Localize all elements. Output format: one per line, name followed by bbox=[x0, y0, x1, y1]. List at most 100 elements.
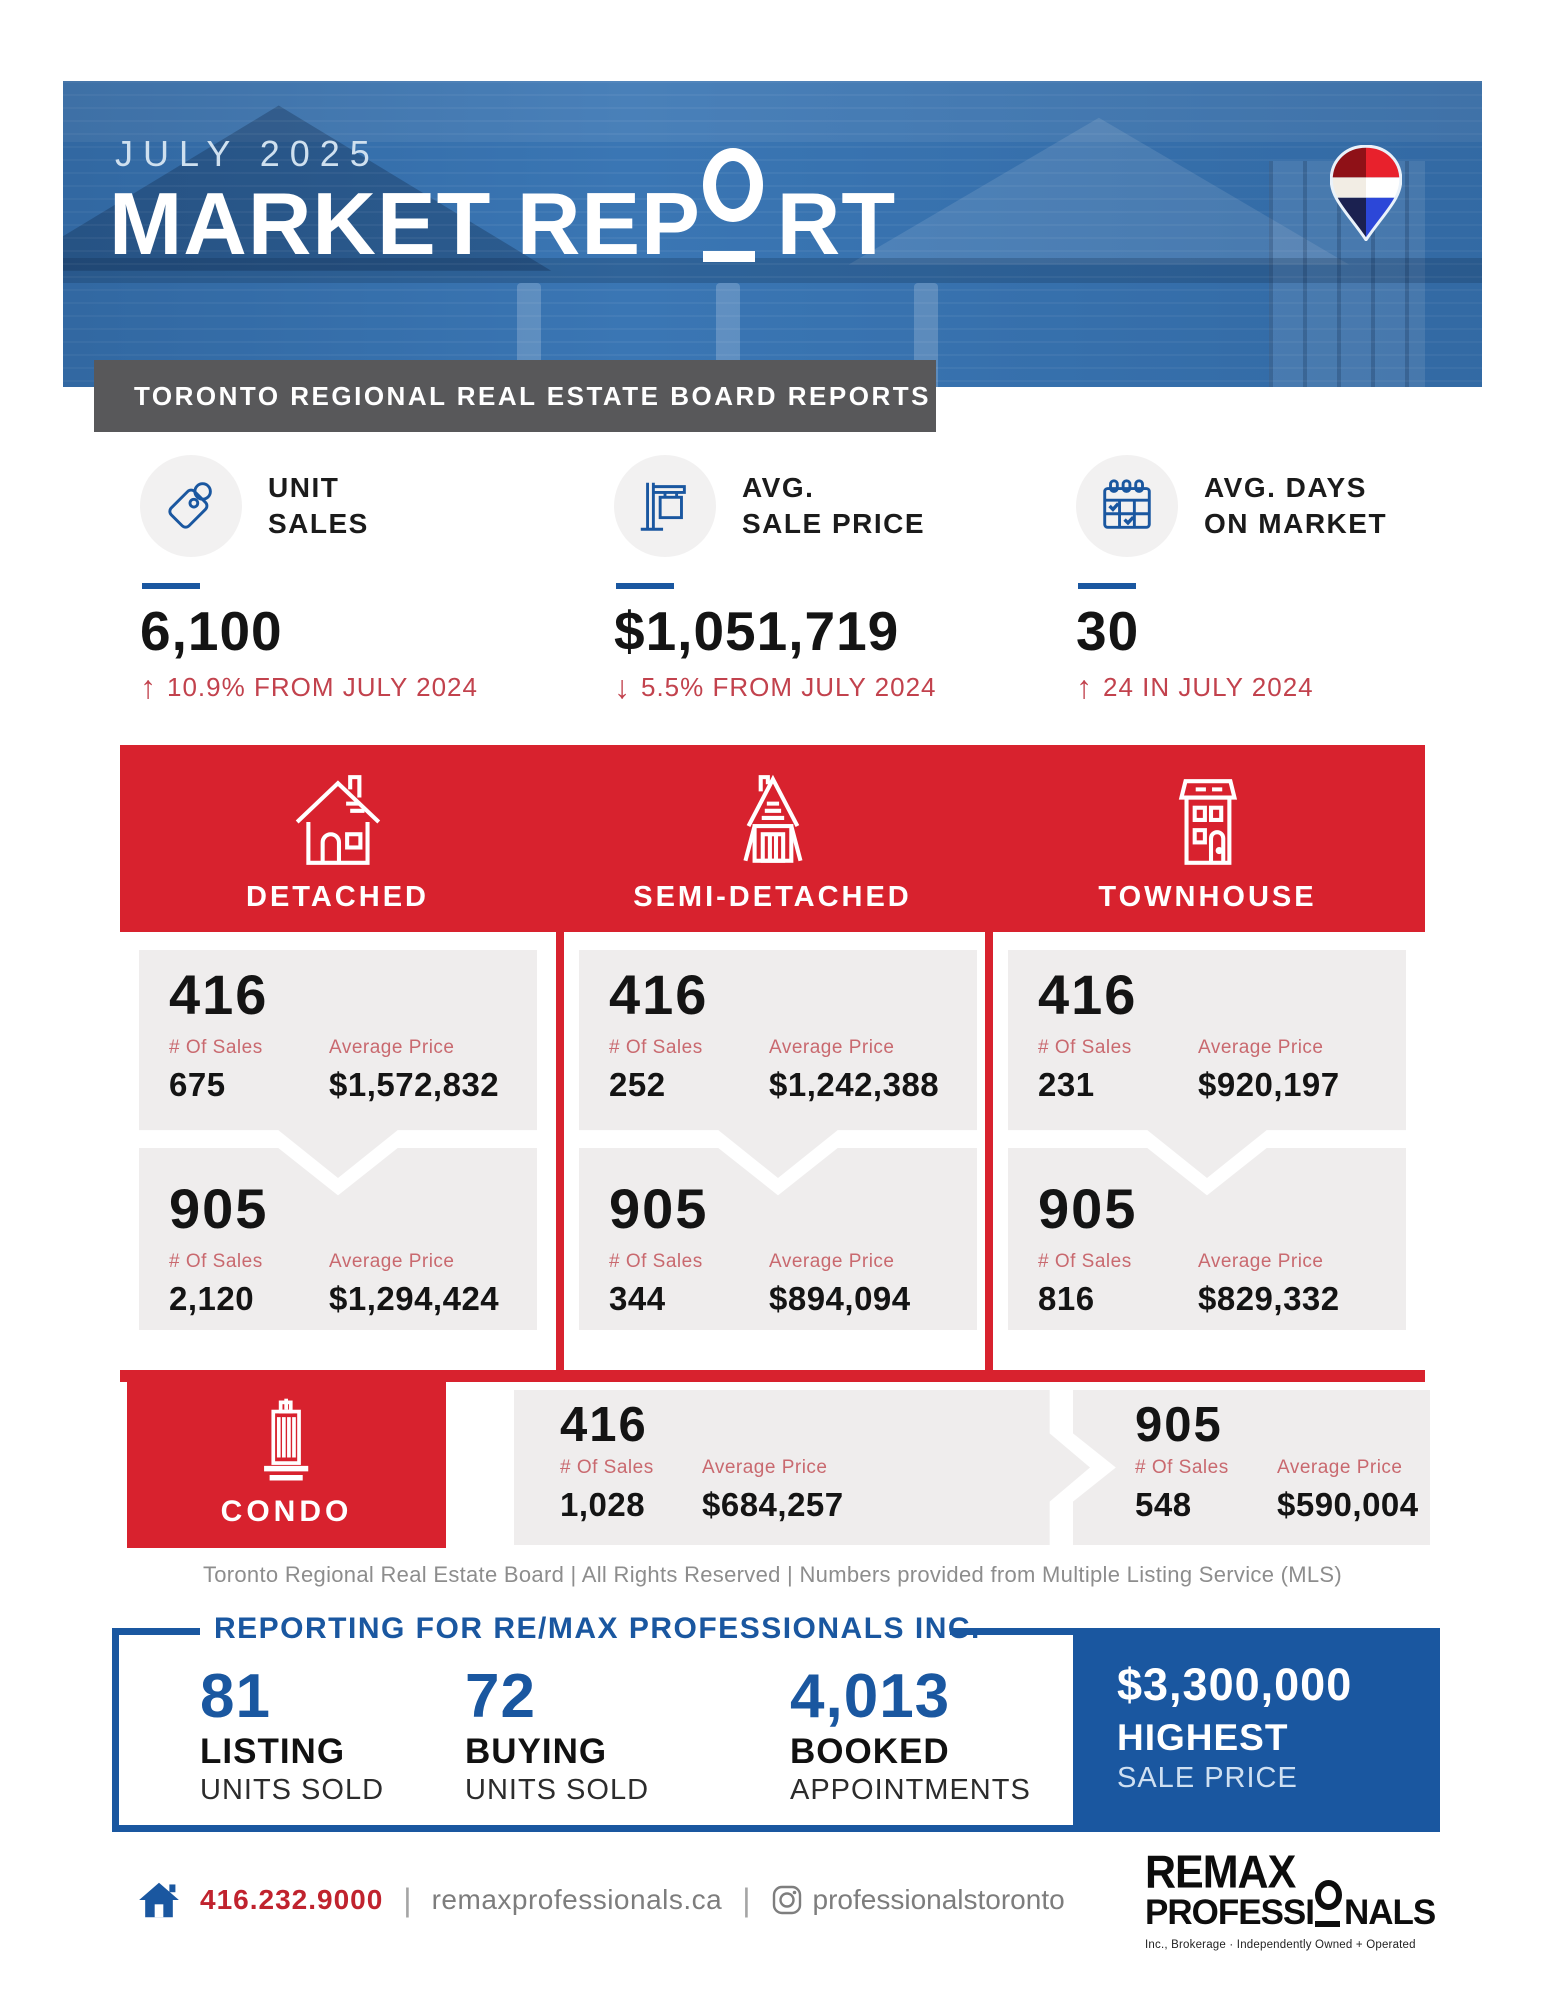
home-icon bbox=[139, 1882, 179, 1918]
sales-label: # Of Sales bbox=[169, 1250, 263, 1272]
sales-label: # Of Sales bbox=[609, 1250, 703, 1272]
instagram-handle: professionalstoronto bbox=[812, 1884, 1065, 1915]
price-tag-icon bbox=[168, 488, 209, 529]
page-title: MARKET REP RT bbox=[109, 148, 897, 275]
region-code: 905 bbox=[169, 1177, 269, 1240]
price-value: $894,094 bbox=[769, 1279, 911, 1317]
property-label: SEMI-DETACHED bbox=[633, 881, 912, 913]
up-arrow-icon: ↑ bbox=[140, 669, 157, 705]
kpi-accent-bar bbox=[142, 583, 200, 589]
sales-value: 1,028 bbox=[560, 1486, 646, 1524]
detached-house-icon bbox=[295, 775, 380, 865]
phone-link[interactable]: 416.232.9000 bbox=[200, 1884, 384, 1915]
region-box-905: 905 # Of Sales 2,120 Average Price $1,29… bbox=[139, 1148, 537, 1330]
stat-label: BOOKED bbox=[790, 1732, 950, 1771]
price-label: Average Price bbox=[1277, 1457, 1403, 1479]
kpi-change: ↑ 10.9% FROM JULY 2024 bbox=[140, 671, 570, 703]
kpi-icon-circle bbox=[614, 455, 716, 557]
brand-logo: REMAX PROFESSI NALS Inc., Brokerage · Ind… bbox=[1145, 1846, 1445, 1951]
highlight-value: $3,300,000 bbox=[1117, 1659, 1353, 1710]
remax-balloon-icon bbox=[1330, 145, 1402, 241]
sales-value: 344 bbox=[609, 1279, 666, 1317]
property-semi-detached: SEMI-DETACHED bbox=[555, 745, 990, 932]
kpi-label: AVG. SALE PRICE bbox=[742, 470, 925, 543]
column-divider bbox=[985, 932, 993, 1382]
kpi-icon-circle bbox=[140, 455, 242, 557]
footer-divider: | bbox=[403, 1881, 412, 1918]
stat-sublabel: UNITS SOLD bbox=[465, 1774, 650, 1806]
up-arrow-icon: ↑ bbox=[1076, 669, 1093, 705]
brand-line1: REMAX bbox=[1145, 1846, 1296, 1899]
disclaimer-text: Toronto Regional Real Estate Board | All… bbox=[202, 1562, 1343, 1587]
instagram-link[interactable]: professionalstoronto bbox=[771, 1884, 1065, 1916]
price-value: $684,257 bbox=[702, 1486, 844, 1524]
semi-detached-stats: 416 # Of Sales 252 Average Price $1,242,… bbox=[579, 932, 977, 1370]
region-code: 416 bbox=[609, 963, 709, 1026]
stat-buying: 72 BUYING UNITS SOLD bbox=[465, 1666, 649, 1807]
kpi-change: ↑ 24 IN JULY 2024 bbox=[1076, 671, 1506, 703]
region-box-905: 905 # Of Sales 816 Average Price $829,33… bbox=[1008, 1148, 1406, 1330]
townhouse-icon bbox=[1178, 779, 1237, 865]
region-box-416: 416 # Of Sales 675 Average Price $1,572,… bbox=[139, 950, 537, 1178]
reporting-frame: REPORTING FOR RE/MAX PROFESSIONALS INC. … bbox=[112, 1612, 1440, 1832]
price-label: Average Price bbox=[769, 1036, 895, 1058]
brand-line2: PROFESSI NALS bbox=[1145, 1879, 1445, 1933]
region-code: 905 bbox=[1038, 1177, 1138, 1240]
price-label: Average Price bbox=[702, 1457, 828, 1479]
stat-value: 72 bbox=[465, 1662, 536, 1731]
price-value: $829,332 bbox=[1198, 1279, 1340, 1317]
stat-booked: 4,013 BOOKED APPOINTMENTS bbox=[790, 1666, 1031, 1807]
stylized-o-icon bbox=[1314, 1879, 1344, 1927]
sales-label: # Of Sales bbox=[1038, 1250, 1132, 1272]
kpi-label: AVG. DAYS ON MARKET bbox=[1204, 470, 1387, 543]
kpi-label-line1: AVG. bbox=[742, 471, 815, 503]
kpi-change-text: 5.5% FROM JULY 2024 bbox=[641, 671, 937, 702]
board-banner: TORONTO REGIONAL REAL ESTATE BOARD REPOR… bbox=[94, 360, 936, 432]
page-title-pre: MARKET REP bbox=[109, 174, 701, 273]
region-code: 416 bbox=[560, 1398, 648, 1452]
stat-value: 4,013 bbox=[790, 1662, 951, 1731]
hero-art-shade bbox=[63, 81, 1482, 387]
price-value: $590,004 bbox=[1277, 1486, 1419, 1524]
kpi-value: 30 bbox=[1076, 600, 1140, 662]
stat-label: BUYING bbox=[465, 1732, 608, 1771]
stat-sublabel: APPOINTMENTS bbox=[790, 1774, 1031, 1806]
stat-value: 81 bbox=[200, 1662, 271, 1731]
region-code: 905 bbox=[609, 1177, 709, 1240]
price-value: $1,572,832 bbox=[329, 1065, 500, 1103]
semi-detached-house-icon bbox=[742, 774, 803, 863]
property-banner: DETACHED SEMI-DETACHED bbox=[120, 745, 1425, 932]
frame-border bbox=[112, 1628, 200, 1635]
price-label: Average Price bbox=[329, 1036, 455, 1058]
sale-sign-icon bbox=[640, 482, 686, 531]
brand-tagline: Inc., Brokerage · Independently Owned + … bbox=[1145, 1938, 1416, 1951]
highlight-sublabel: SALE PRICE bbox=[1117, 1762, 1298, 1794]
stylized-o-icon bbox=[701, 148, 777, 262]
hero-section: JULY 2025 MARKET REP RT bbox=[63, 81, 1482, 387]
kpi-avg-days-on-market: AVG. DAYS ON MARKET 30 ↑ 24 IN JULY 2024 bbox=[1076, 455, 1506, 703]
sales-label: # Of Sales bbox=[609, 1036, 703, 1058]
kpi-avg-sale-price: AVG. SALE PRICE $1,051,719 ↓ 5.5% FROM J… bbox=[614, 455, 1044, 703]
condo-label: CONDO bbox=[220, 1494, 353, 1528]
sales-value: 2,120 bbox=[169, 1279, 255, 1317]
kpi-change-text: 24 IN JULY 2024 bbox=[1103, 671, 1314, 702]
region-box-416: 416 # Of Sales 231 Average Price $920,19… bbox=[1008, 950, 1406, 1178]
column-divider bbox=[556, 932, 564, 1382]
region-box-416: 416 # Of Sales 1,028 Average Price $684,… bbox=[514, 1390, 1090, 1545]
sales-label: # Of Sales bbox=[560, 1457, 654, 1479]
brand-line2-post: NALS bbox=[1343, 1892, 1436, 1932]
down-arrow-icon: ↓ bbox=[614, 669, 631, 705]
price-value: $1,242,388 bbox=[769, 1065, 940, 1103]
region-box-905: 905 # Of Sales 548 Average Price $590,00… bbox=[1073, 1390, 1430, 1545]
condo-section: CONDO 416 # Of Sales 1,028 Average Price… bbox=[127, 1375, 1430, 1548]
page-title-post: RT bbox=[776, 174, 897, 273]
grid-bottom-rule bbox=[120, 1370, 1425, 1382]
condo-panel: CONDO bbox=[127, 1375, 446, 1548]
price-label: Average Price bbox=[329, 1250, 455, 1272]
instagram-icon bbox=[772, 1885, 801, 1915]
website-link[interactable]: remaxprofessionals.ca bbox=[431, 1884, 723, 1915]
reporting-title: REPORTING FOR RE/MAX PROFESSIONALS INC. bbox=[214, 1612, 981, 1645]
price-value: $1,294,424 bbox=[329, 1279, 500, 1317]
highlight-label: HIGHEST bbox=[1117, 1717, 1289, 1758]
